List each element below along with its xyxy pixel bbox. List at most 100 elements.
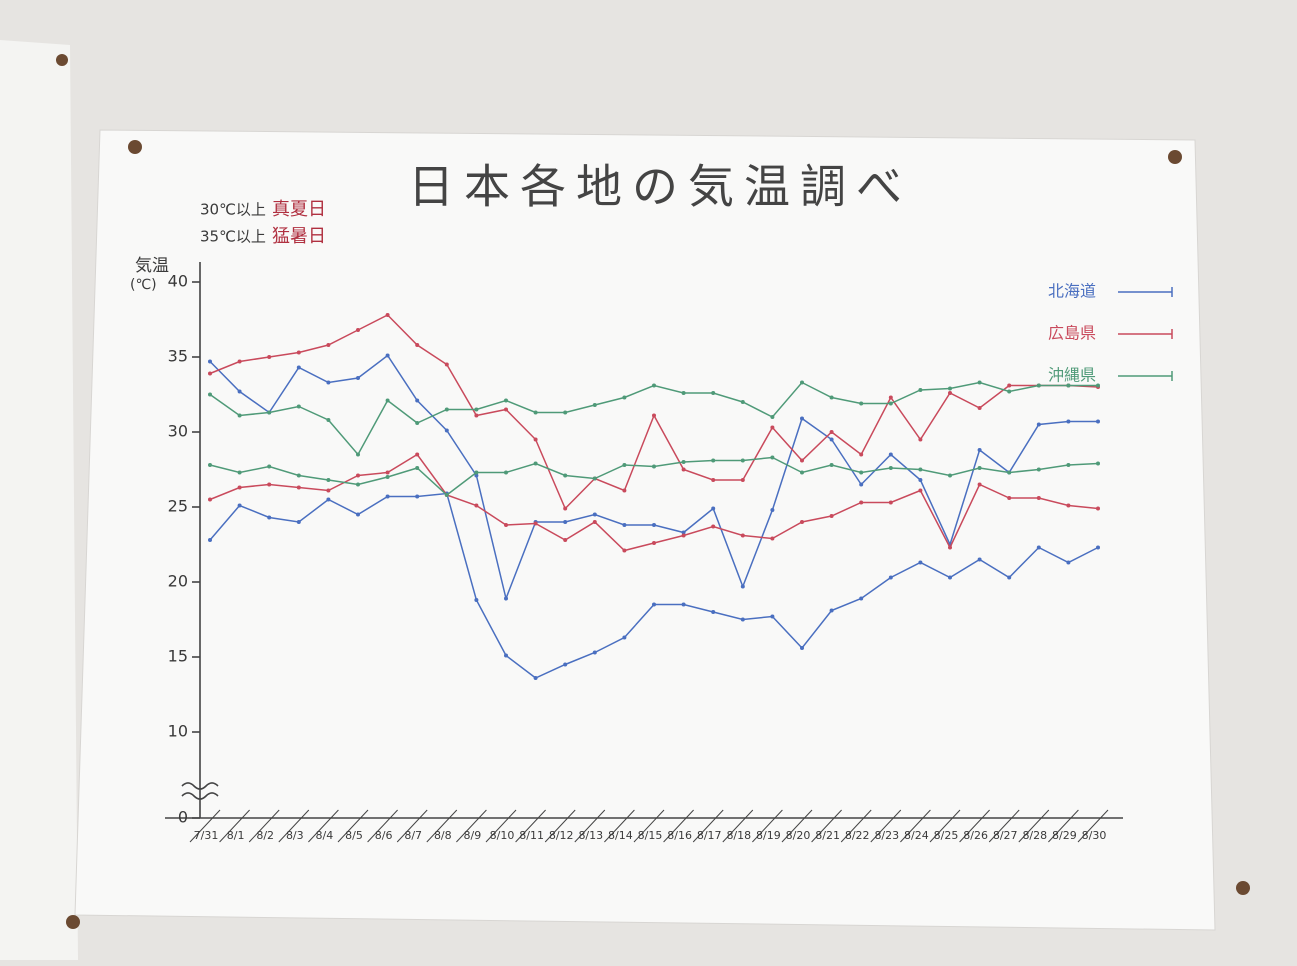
point [415, 452, 420, 457]
pin [1168, 150, 1182, 164]
point [888, 575, 893, 580]
point [563, 538, 568, 542]
point [711, 458, 716, 463]
x-hatch [396, 809, 428, 843]
x-tick-label: 8/11 [519, 829, 544, 842]
point [474, 503, 479, 508]
point [800, 470, 804, 475]
axis-break [181, 792, 219, 800]
point [237, 389, 242, 394]
point [977, 482, 982, 487]
point [977, 406, 982, 410]
point [948, 391, 952, 395]
x-hatch [988, 809, 1020, 843]
point [681, 602, 686, 607]
x-hatch [426, 809, 458, 843]
x-hatch [248, 809, 280, 843]
point [711, 391, 716, 395]
point [622, 463, 627, 467]
point [652, 602, 656, 607]
point [888, 401, 893, 406]
point [652, 541, 656, 545]
point [208, 463, 212, 467]
point [237, 359, 242, 364]
x-hatch [308, 809, 339, 843]
x-tick-label: 8/22 [845, 829, 870, 842]
x-tick-label: 8/29 [1052, 829, 1077, 842]
x-hatch [604, 809, 635, 843]
pin [56, 54, 68, 66]
x-hatch [1048, 809, 1079, 843]
y-tick-label: 20 [168, 572, 188, 591]
x-tick-label: 8/8 [434, 829, 452, 842]
x-tick-label: 8/30 [1082, 829, 1107, 842]
point [681, 467, 686, 472]
y-tick-label: 30 [168, 422, 188, 441]
x-tick-label: 8/25 [934, 829, 959, 842]
point [740, 533, 745, 538]
point [948, 575, 952, 580]
point [770, 536, 775, 541]
point [829, 514, 834, 518]
point [592, 650, 597, 655]
point [977, 557, 982, 562]
point [711, 610, 716, 614]
point [652, 464, 656, 469]
point [504, 653, 508, 658]
x-hatch [515, 809, 546, 843]
point [385, 398, 390, 403]
point [444, 407, 449, 412]
point [859, 452, 864, 457]
point [296, 404, 301, 409]
point [888, 466, 893, 470]
point [948, 386, 952, 391]
point [592, 476, 597, 481]
point [474, 413, 479, 418]
point [504, 523, 508, 527]
point [622, 523, 627, 527]
point [1066, 419, 1071, 424]
point [296, 350, 301, 355]
x-hatch [1018, 809, 1050, 843]
x-tick-label: 8/3 [286, 829, 304, 842]
point [474, 407, 479, 412]
point [208, 371, 212, 376]
point [888, 395, 893, 400]
x-tick-label: 8/14 [608, 829, 633, 842]
point [859, 470, 864, 475]
note-condition: 35℃以上 [200, 228, 266, 246]
pin [1236, 881, 1250, 895]
point [533, 437, 538, 442]
point [1036, 496, 1041, 500]
x-tick-label: 8/15 [638, 829, 663, 842]
point [800, 520, 804, 524]
point [740, 584, 745, 589]
point [770, 415, 775, 419]
x-hatch [781, 809, 813, 843]
x-hatch [870, 809, 902, 843]
point [1036, 467, 1041, 472]
x-hatch [1077, 809, 1109, 843]
point [208, 359, 212, 364]
point [918, 488, 923, 493]
point [652, 523, 656, 527]
point [504, 407, 508, 412]
point [918, 437, 923, 442]
left-sheet [0, 40, 78, 960]
x-tick-label: 7/31 [194, 829, 219, 842]
point [1036, 422, 1041, 427]
x-hatch [189, 809, 221, 843]
point [444, 428, 449, 433]
pin [66, 915, 80, 929]
point [1007, 496, 1012, 500]
y-tick-label: 35 [168, 347, 188, 366]
point [652, 413, 656, 418]
point [1096, 545, 1100, 550]
point [592, 403, 597, 407]
point [859, 401, 864, 406]
point [592, 512, 597, 517]
point [948, 545, 952, 550]
point [829, 463, 834, 467]
point [267, 515, 272, 520]
